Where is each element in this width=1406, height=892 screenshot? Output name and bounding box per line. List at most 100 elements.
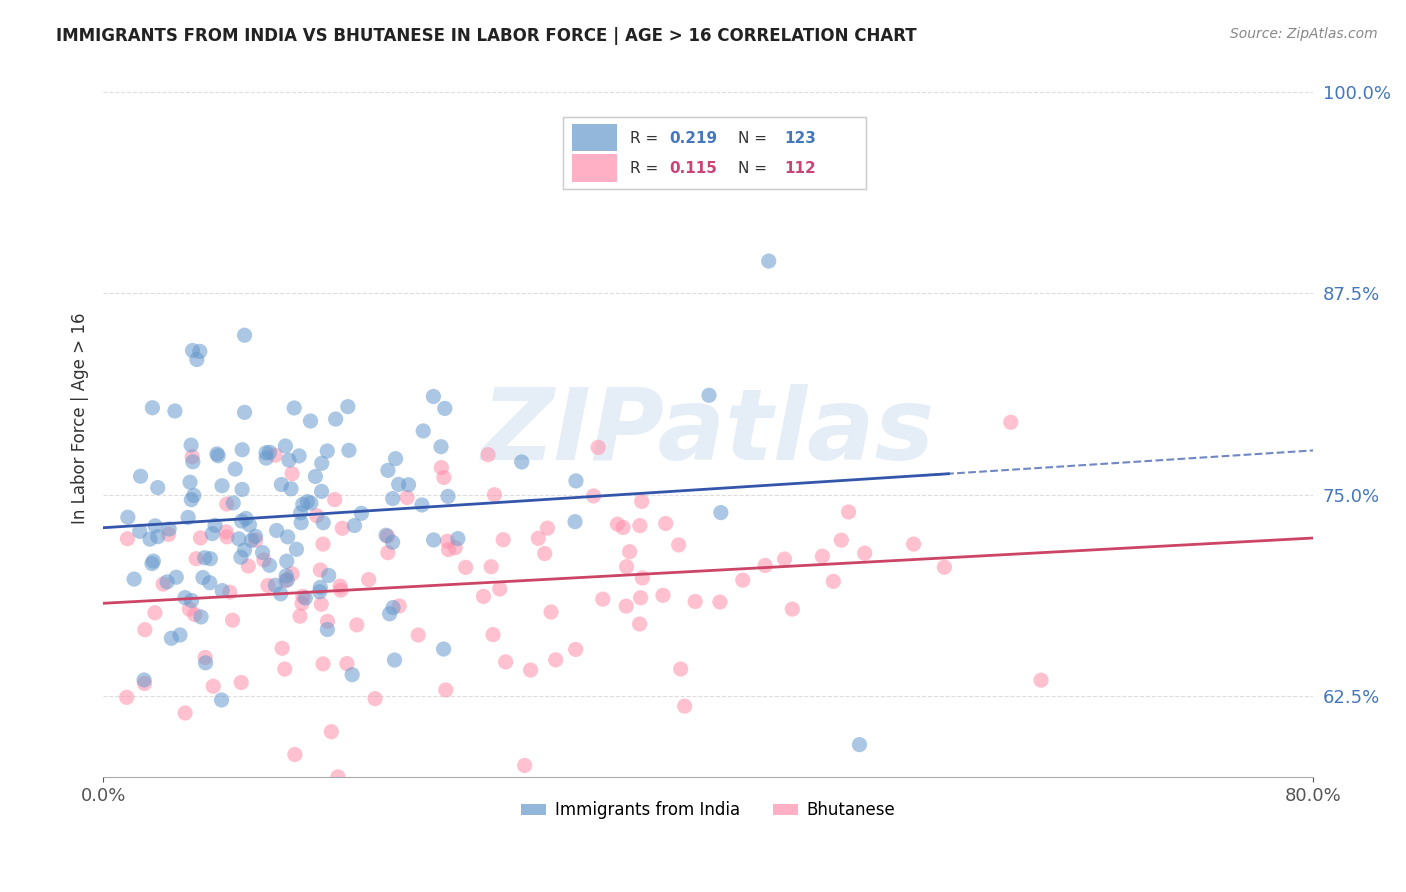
Immigrants from India (564, 515, 586, 529)
Immigrants from India (194, 550, 217, 565)
Bhutanese (652, 588, 675, 602)
Immigrants from India (304, 469, 326, 483)
Bhutanese (316, 615, 339, 629)
Immigrants from India (264, 578, 287, 592)
Bhutanese (592, 592, 614, 607)
Immigrants from India (222, 496, 245, 510)
Bhutanese (614, 599, 637, 613)
Immigrants from India (201, 526, 224, 541)
Bhutanese (396, 491, 419, 505)
Immigrants from India (129, 469, 152, 483)
Bhutanese (630, 591, 652, 605)
Bhutanese (619, 545, 641, 559)
Immigrants from India (204, 518, 226, 533)
Bhutanese (215, 497, 238, 511)
Immigrants from India (174, 591, 197, 605)
Immigrants from India (146, 530, 169, 544)
Immigrants from India (710, 506, 733, 520)
Bhutanese (540, 605, 562, 619)
Bhutanese (669, 662, 692, 676)
Bhutanese (533, 547, 555, 561)
Bhutanese (773, 552, 796, 566)
Immigrants from India (270, 587, 292, 601)
Immigrants from India (311, 484, 333, 499)
Immigrants from India (180, 492, 202, 507)
Immigrants from India (240, 533, 263, 548)
Immigrants from India (432, 642, 454, 657)
Bhutanese (630, 494, 652, 508)
Bhutanese (215, 530, 238, 544)
Bhutanese (586, 441, 609, 455)
Immigrants from India (697, 388, 720, 402)
Bhutanese (430, 460, 453, 475)
Bhutanese (377, 529, 399, 543)
Bhutanese (492, 533, 515, 547)
Immigrants from India (165, 570, 187, 584)
Immigrants from India (510, 455, 533, 469)
Bhutanese (281, 467, 304, 481)
Immigrants from India (132, 673, 155, 687)
Bhutanese (564, 642, 586, 657)
Bhutanese (152, 577, 174, 591)
Bhutanese (582, 489, 605, 503)
Bhutanese (215, 524, 238, 539)
Bhutanese (519, 663, 541, 677)
Immigrants from India (188, 344, 211, 359)
Immigrants from India (276, 554, 298, 568)
Immigrants from India (280, 482, 302, 496)
Bhutanese (668, 538, 690, 552)
Bhutanese (312, 537, 335, 551)
Immigrants from India (381, 491, 404, 506)
Immigrants from India (233, 405, 256, 419)
Bhutanese (754, 558, 776, 573)
Bhutanese (312, 657, 335, 671)
Bhutanese (291, 596, 314, 610)
Bhutanese (253, 553, 276, 567)
Bhutanese (329, 579, 352, 593)
Immigrants from India (169, 628, 191, 642)
Bhutanese (513, 758, 536, 772)
Immigrants from India (294, 591, 316, 605)
Bhutanese (288, 609, 311, 624)
Bhutanese (321, 724, 343, 739)
Bhutanese (482, 627, 505, 641)
Bhutanese (190, 531, 212, 545)
Immigrants from India (235, 511, 257, 525)
Immigrants from India (283, 401, 305, 415)
Bhutanese (274, 662, 297, 676)
Bhutanese (291, 589, 314, 603)
Immigrants from India (291, 497, 314, 511)
Bhutanese (454, 560, 477, 574)
Text: Source: ZipAtlas.com: Source: ZipAtlas.com (1230, 27, 1378, 41)
Immigrants from India (377, 463, 399, 477)
Bhutanese (117, 532, 139, 546)
Bhutanese (115, 690, 138, 705)
Bhutanese (628, 518, 651, 533)
Immigrants from India (190, 610, 212, 624)
Immigrants from India (337, 443, 360, 458)
Immigrants from India (142, 554, 165, 568)
Immigrants from India (375, 528, 398, 542)
Bhutanese (231, 675, 253, 690)
Immigrants from India (384, 451, 406, 466)
Bhutanese (336, 657, 359, 671)
Bhutanese (346, 618, 368, 632)
Immigrants from India (231, 442, 253, 457)
Immigrants from India (252, 545, 274, 559)
Immigrants from India (758, 254, 780, 268)
Immigrants from India (430, 440, 453, 454)
Bhutanese (437, 542, 460, 557)
Bhutanese (264, 448, 287, 462)
Immigrants from India (177, 510, 200, 524)
Bhutanese (194, 650, 217, 665)
Bhutanese (683, 594, 706, 608)
Immigrants from India (343, 518, 366, 533)
Immigrants from India (277, 530, 299, 544)
Bhutanese (433, 470, 456, 484)
Bhutanese (436, 534, 458, 549)
Text: ZIPatlas: ZIPatlas (482, 384, 935, 481)
Immigrants from India (245, 529, 267, 543)
Bhutanese (309, 597, 332, 611)
Immigrants from India (290, 516, 312, 530)
Immigrants from India (160, 632, 183, 646)
